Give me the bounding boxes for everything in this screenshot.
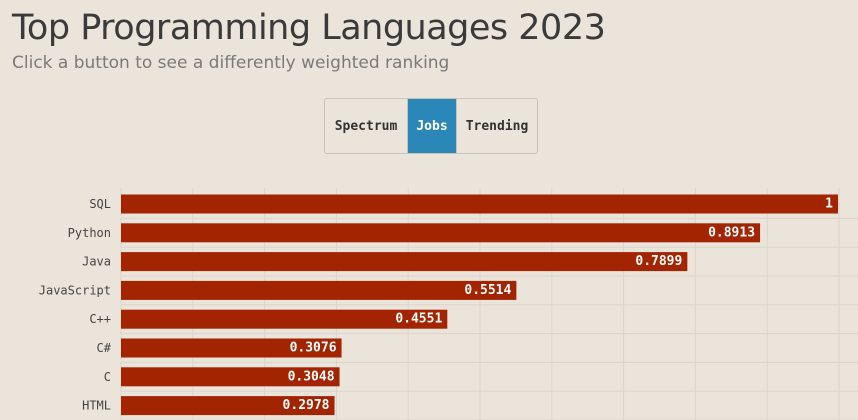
bar-java[interactable] (121, 252, 688, 272)
ranking-button-group: Spectrum Jobs Trending (324, 98, 538, 154)
value-label: 1 (825, 197, 833, 212)
value-label: 0.3048 (288, 369, 335, 384)
category-label: C (104, 370, 111, 384)
category-label: HTML (82, 399, 111, 413)
value-label: 0.8913 (708, 225, 755, 240)
bar-c-[interactable] (121, 338, 342, 358)
spectrum-button[interactable]: Spectrum (334, 118, 398, 134)
category-label: SQL (89, 197, 111, 211)
category-label: C++ (89, 312, 111, 326)
jobs-button[interactable]: Jobs (407, 99, 456, 153)
value-label: 0.7899 (635, 254, 682, 269)
category-label: JavaScript (39, 283, 111, 297)
bar-sql[interactable] (121, 194, 838, 214)
category-label: Java (82, 255, 111, 269)
trending-button[interactable]: Trending (456, 99, 537, 153)
bar-c-[interactable] (121, 309, 448, 329)
page-subtitle: Click a button to see a differently weig… (12, 53, 450, 73)
bar-html[interactable] (121, 396, 335, 416)
bar-javascript[interactable] (121, 280, 517, 300)
value-label: 0.4551 (395, 312, 442, 327)
value-label: 0.5514 (464, 283, 511, 298)
bar-c[interactable] (121, 367, 340, 387)
page-title: Top Programming Languages 2023 (12, 8, 606, 48)
category-label: C# (97, 341, 112, 355)
value-label: 0.2978 (283, 398, 330, 413)
value-label: 0.3076 (290, 341, 337, 356)
category-label: Python (68, 226, 111, 240)
bar-python[interactable] (121, 223, 761, 243)
